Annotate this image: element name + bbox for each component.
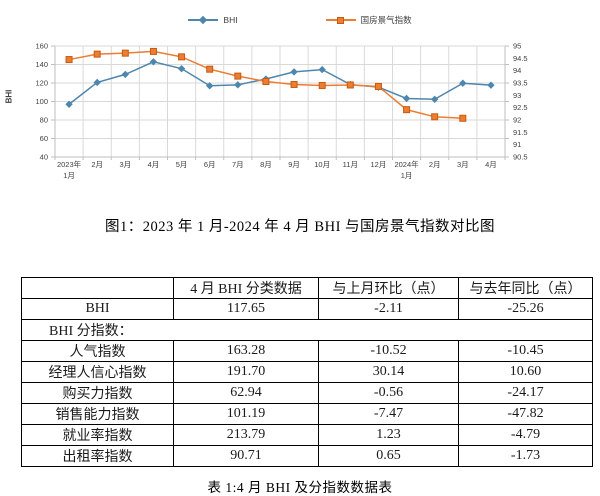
- chart-legend: BHI 国房景气指数: [0, 14, 600, 26]
- row-label: 销售能力指数: [21, 402, 174, 425]
- svg-text:93.5: 93.5: [513, 79, 528, 88]
- svg-text:10月: 10月: [314, 160, 330, 169]
- row-mom: 1.23: [318, 423, 459, 446]
- row-yoy: -10.45: [458, 339, 593, 362]
- svg-text:11月: 11月: [343, 160, 358, 169]
- svg-text:94: 94: [513, 66, 521, 75]
- svg-text:90.5: 90.5: [513, 153, 528, 162]
- row-value: 117.65: [173, 298, 319, 320]
- svg-text:8月: 8月: [260, 160, 272, 169]
- svg-text:9月: 9月: [288, 160, 300, 169]
- svg-text:160: 160: [35, 42, 48, 51]
- row-label: BHI: [21, 298, 174, 320]
- row-yoy: -25.26: [458, 298, 593, 320]
- header-cell-blank: [21, 277, 174, 299]
- svg-text:40: 40: [40, 153, 48, 162]
- bhi-line-marker-icon: [188, 15, 219, 25]
- table-header-row: 4 月 BHI 分类数据 与上月环比（点） 与去年同比（点）: [21, 277, 593, 299]
- svg-text:92: 92: [513, 116, 521, 125]
- row-value: 163.28: [173, 339, 319, 362]
- svg-text:3月: 3月: [119, 160, 131, 169]
- row-value: 191.70: [173, 360, 319, 383]
- svg-text:2月: 2月: [91, 160, 103, 169]
- bhi-data-table: 4 月 BHI 分类数据 与上月环比（点） 与去年同比（点） BHI 117.6…: [21, 277, 593, 467]
- row-yoy: -4.79: [458, 423, 593, 446]
- row-yoy: -47.82: [458, 402, 593, 425]
- table-section-row: BHI 分指数：: [21, 318, 593, 341]
- table-row: 就业率指数 213.79 1.23 -4.79: [21, 423, 593, 446]
- table-row: 经理人信心指数 191.70 30.14 10.60: [21, 360, 593, 383]
- svg-text:2024年: 2024年: [394, 159, 419, 169]
- row-mom: 0.65: [318, 444, 459, 467]
- row-mom: -7.47: [318, 402, 459, 425]
- row-yoy: -1.73: [458, 444, 593, 467]
- table-row: 购买力指数 62.94 -0.56 -24.17: [21, 381, 593, 404]
- svg-text:60: 60: [40, 134, 48, 143]
- row-yoy: 10.60: [458, 360, 593, 383]
- svg-text:80: 80: [40, 116, 48, 125]
- figure-caption: 图1：2023 年 1 月-2024 年 4 月 BHI 与国房景气指数对比图: [104, 219, 496, 235]
- svg-text:5月: 5月: [176, 160, 188, 169]
- row-mom: -10.52: [318, 339, 459, 362]
- svg-text:4月: 4月: [485, 160, 497, 169]
- row-value: 101.19: [173, 402, 319, 425]
- svg-text:95: 95: [513, 42, 521, 51]
- legend-item-guofang-index: 国房景气指数: [325, 14, 412, 26]
- svg-text:1月: 1月: [63, 171, 75, 180]
- row-label: 出租率指数: [21, 444, 174, 467]
- legend-label-bhi: BHI: [223, 15, 238, 25]
- table-caption: 表 1:4 月 BHI 及分指数数据表: [207, 479, 393, 495]
- row-value: 213.79: [173, 423, 319, 446]
- svg-text:91: 91: [513, 140, 521, 149]
- row-label: 经理人信心指数: [21, 360, 174, 383]
- row-label: 就业率指数: [21, 423, 174, 446]
- table-row: 人气指数 163.28 -10.52 -10.45: [21, 339, 593, 362]
- svg-text:120: 120: [35, 79, 48, 88]
- row-mom: -0.56: [318, 381, 459, 404]
- svg-text:91.5: 91.5: [513, 128, 528, 137]
- row-mom: 30.14: [318, 360, 459, 383]
- svg-text:93: 93: [513, 91, 521, 100]
- svg-text:4月: 4月: [148, 160, 160, 169]
- bhi-line-chart: 40 60 80 100 120 140 160 90.5 91 91.5 92 92.5 93 93.5…: [35, 42, 528, 181]
- row-label: 人气指数: [21, 339, 174, 362]
- svg-text:7月: 7月: [232, 160, 244, 169]
- table-row: 出租率指数 90.71 0.65 -1.73: [21, 444, 593, 467]
- header-cell-yoy: 与去年同比（点）: [458, 277, 593, 299]
- svg-text:2月: 2月: [429, 160, 441, 169]
- guofang-line-marker-icon: [325, 16, 356, 24]
- row-mom: -2.11: [318, 298, 459, 320]
- svg-text:2023年: 2023年: [57, 159, 82, 169]
- legend-item-bhi: BHI: [188, 14, 238, 26]
- section-label: BHI 分指数：: [21, 318, 593, 341]
- svg-text:12月: 12月: [371, 160, 387, 169]
- row-yoy: -24.17: [458, 381, 593, 404]
- svg-text:140: 140: [35, 60, 48, 69]
- row-label: 购买力指数: [21, 381, 174, 404]
- svg-text:94.5: 94.5: [513, 54, 528, 63]
- svg-text:1月: 1月: [401, 171, 413, 180]
- row-value: 90.71: [173, 444, 319, 467]
- header-cell-mom: 与上月环比（点）: [318, 277, 459, 299]
- svg-text:6月: 6月: [204, 160, 216, 169]
- svg-text:100: 100: [35, 97, 48, 106]
- legend-label-guofang-index: 国房景气指数: [360, 15, 412, 25]
- table-row: 销售能力指数 101.19 -7.47 -47.82: [21, 402, 593, 425]
- bhi-comparison-figure: BHI 国房景气指数 BHI 40 60 80 100 120 140 160 90.5 91 9…: [0, 0, 600, 185]
- svg-text:92.5: 92.5: [513, 103, 528, 112]
- svg-text:3月: 3月: [457, 160, 469, 169]
- header-cell-april-data: 4 月 BHI 分类数据: [173, 277, 319, 299]
- row-value: 62.94: [173, 381, 319, 404]
- table-row: BHI 117.65 -2.11 -25.26: [21, 298, 593, 320]
